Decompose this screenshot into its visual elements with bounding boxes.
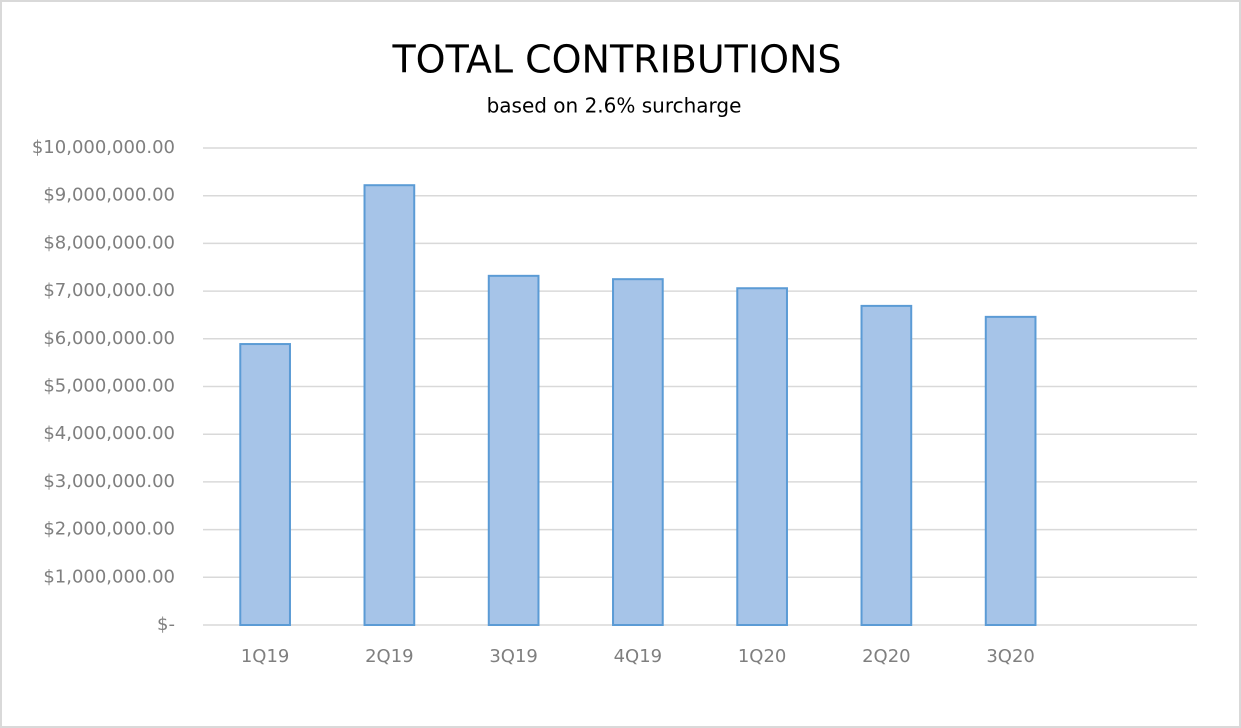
x-tick-label: 2Q19 [365, 646, 414, 667]
bar [860, 304, 913, 626]
bar [487, 274, 540, 626]
y-tick-label: $9,000,000.00 [43, 185, 175, 206]
y-tick-label: $2,000,000.00 [43, 519, 175, 540]
chart-title: TOTAL CONTRIBUTIONS [391, 38, 841, 82]
y-tick-label: $6,000,000.00 [43, 328, 175, 349]
x-tick-label: 1Q20 [738, 646, 787, 667]
chart-subtitle: based on 2.6% surcharge [487, 94, 742, 118]
y-tick-label: $1,000,000.00 [43, 566, 175, 587]
x-tick-label: 1Q19 [241, 646, 290, 667]
y-tick-label: $7,000,000.00 [43, 280, 175, 301]
bar [736, 287, 788, 626]
x-tick-label: 4Q19 [614, 646, 663, 667]
bar [612, 278, 664, 626]
bar [239, 343, 291, 626]
y-tick-label: $8,000,000.00 [43, 232, 175, 253]
bar [363, 184, 416, 626]
y-tick-label: $10,000,000.00 [32, 137, 175, 158]
x-tick-label: 3Q20 [986, 646, 1035, 667]
y-tick-label: $4,000,000.00 [43, 423, 175, 444]
x-tick-label: 3Q19 [489, 646, 538, 667]
x-tick-label: 2Q20 [862, 646, 911, 667]
y-tick-label: $- [157, 614, 175, 635]
y-tick-label: $5,000,000.00 [43, 376, 175, 397]
bar [984, 315, 1037, 626]
y-tick-label: $3,000,000.00 [43, 471, 175, 492]
